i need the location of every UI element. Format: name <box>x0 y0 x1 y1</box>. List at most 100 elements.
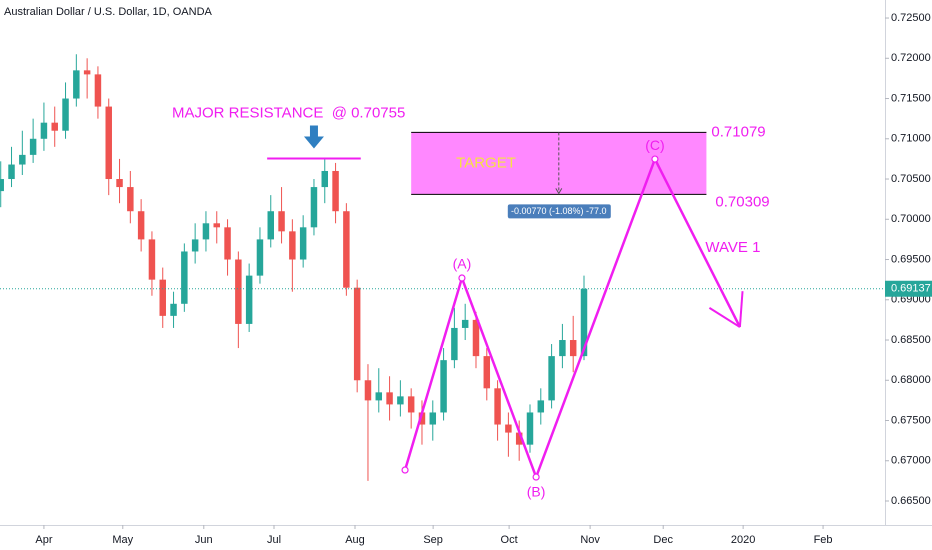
candle-body <box>191 239 199 252</box>
target-top-label: 0.71079 <box>711 123 765 140</box>
candle-body <box>94 74 102 107</box>
candle-body <box>267 211 274 240</box>
candle-body <box>407 396 415 413</box>
x-tick-label: Jun <box>195 534 213 546</box>
measure-arrow <box>555 188 563 195</box>
candle-body <box>116 179 123 188</box>
candle-body <box>569 340 577 357</box>
candle-body <box>0 179 4 192</box>
candle-body <box>245 275 253 324</box>
candle-body <box>418 412 426 425</box>
y-tick-label: 0.66500 <box>891 495 931 507</box>
candle-body <box>343 211 350 288</box>
candle-body <box>548 356 555 401</box>
wave-arrowhead <box>708 307 741 328</box>
candle-body <box>235 259 242 324</box>
candle-body <box>159 279 166 316</box>
candle-body <box>40 122 48 139</box>
measure-label: -0.00770 (-1.08%) -77.0 <box>511 206 607 216</box>
candle-body <box>397 396 404 405</box>
wave-point <box>651 155 659 163</box>
candle-body <box>461 319 469 328</box>
target-bottom-label: 0.70309 <box>715 193 769 210</box>
x-tick-label: Jul <box>267 534 281 546</box>
candle-body <box>62 98 69 131</box>
candle-body <box>559 340 566 357</box>
current-price-label: 0.69137 <box>891 283 931 295</box>
candle-body <box>537 400 545 413</box>
candle-body <box>440 360 447 413</box>
resistance-arrow <box>303 125 324 149</box>
candle-body <box>105 106 112 180</box>
candle-body <box>375 392 383 401</box>
y-tick-label: 0.72500 <box>891 12 931 24</box>
candle-body <box>451 327 458 361</box>
candle-body <box>321 170 329 188</box>
wave-point-label: (C) <box>645 137 664 153</box>
y-tick-label: 0.67000 <box>891 455 931 467</box>
candle-body <box>386 392 393 405</box>
candle-body <box>256 239 264 276</box>
wave-point <box>458 274 466 282</box>
y-tick-label: 0.69500 <box>891 253 931 265</box>
x-tick-label: Nov <box>580 534 600 546</box>
wave-label: WAVE 1 <box>705 239 760 256</box>
x-tick-label: Dec <box>653 534 673 546</box>
y-tick-label: 0.70000 <box>891 213 931 225</box>
candle-body <box>526 412 534 445</box>
y-tick-label: 0.70500 <box>891 173 931 185</box>
candle-body <box>429 412 437 425</box>
candle-body <box>181 251 188 304</box>
candle-body <box>580 288 588 357</box>
candle-body <box>299 227 307 260</box>
candle-body <box>332 170 339 212</box>
wave-point <box>532 473 540 481</box>
wave-point <box>401 466 409 474</box>
x-tick-label: Apr <box>35 534 52 546</box>
candle-body <box>8 164 15 180</box>
candle-body <box>29 138 37 155</box>
candle-body <box>364 380 372 401</box>
y-tick-label: 0.68000 <box>891 374 931 386</box>
candle-body <box>83 70 91 75</box>
candle-body <box>19 154 26 165</box>
resistance-label: MAJOR RESISTANCE @ 0.70755 <box>172 104 405 121</box>
candle-body <box>353 287 361 381</box>
wave-point-label: (A) <box>453 256 472 272</box>
candle-body <box>278 211 285 232</box>
candle-body <box>51 122 58 131</box>
candle-body <box>170 303 177 316</box>
target-label: TARGET <box>456 154 516 171</box>
candle-body <box>483 356 491 389</box>
y-tick-label: 0.67500 <box>891 414 931 426</box>
candle-body <box>73 70 80 99</box>
candle-body <box>127 187 134 212</box>
y-tick-label: 0.72000 <box>891 52 931 64</box>
measure-badge <box>507 204 611 219</box>
y-tick-label: 0.68500 <box>891 334 931 346</box>
chart-title: Australian Dollar / U.S. Dollar, 1D, OAN… <box>4 6 213 18</box>
x-tick-label: 2020 <box>731 534 755 546</box>
current-price-badge <box>885 280 932 297</box>
x-tick-label: Oct <box>501 534 518 546</box>
candle-body <box>137 211 145 240</box>
x-tick-label: Aug <box>345 534 365 546</box>
candle-body <box>289 231 296 260</box>
candle-body <box>224 227 231 260</box>
y-tick-label: 0.71500 <box>891 92 931 104</box>
candle-body <box>494 388 501 425</box>
wave-arrowhead <box>738 291 744 328</box>
candle-body <box>202 223 210 240</box>
candle-body <box>213 223 220 228</box>
candle-body <box>310 187 318 228</box>
candle-body <box>515 432 523 445</box>
candle-body <box>472 319 480 357</box>
wave-point-label: (B) <box>527 484 546 500</box>
x-tick-label: Feb <box>814 534 833 546</box>
y-tick-label: 0.71000 <box>891 133 931 145</box>
x-tick-label: May <box>112 534 133 546</box>
candle-body <box>148 239 156 280</box>
x-tick-label: Sep <box>423 534 443 546</box>
